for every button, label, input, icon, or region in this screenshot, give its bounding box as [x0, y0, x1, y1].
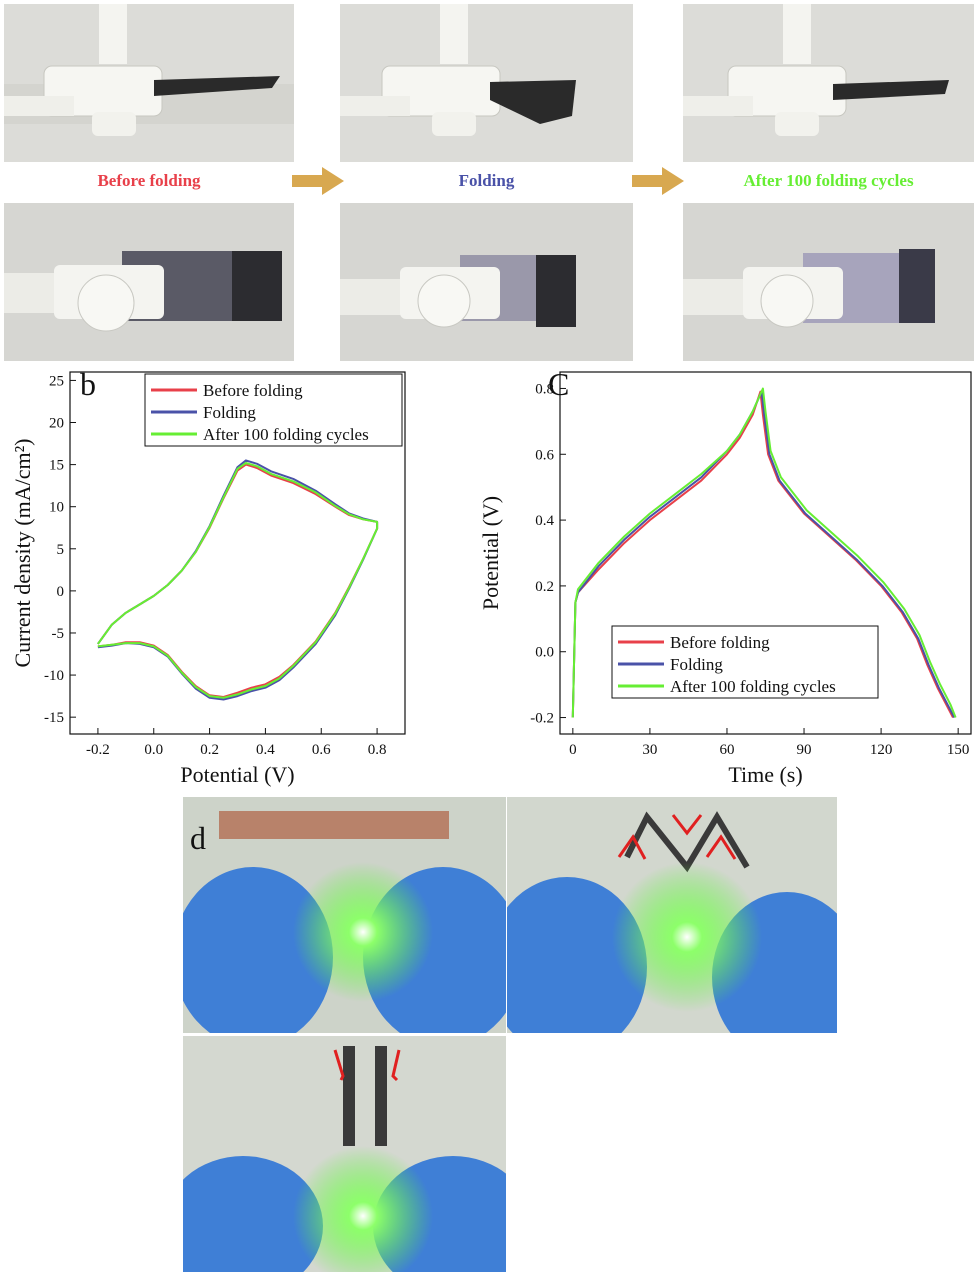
led-bent-image [507, 797, 837, 1033]
y-tick-label: -5 [52, 626, 65, 642]
y-axis-label: Potential (V) [478, 496, 503, 610]
series-line [97, 461, 379, 699]
y-tick-label: 10 [49, 500, 64, 516]
plot-frame [69, 371, 406, 735]
y-tick-label: -10 [44, 668, 64, 684]
y-tick-label: -0.2 [530, 711, 554, 727]
led-flat-image [183, 797, 506, 1033]
clamp-top-view-image [683, 203, 974, 361]
legend-label: Before folding [670, 633, 770, 652]
x-tick-label: 0 [569, 742, 577, 758]
y-tick-label: 0 [57, 584, 65, 600]
x-tick-label: 0.4 [256, 742, 275, 758]
photo-led-flat [183, 797, 506, 1033]
x-tick-label: 150 [947, 742, 970, 758]
x-tick-label: 120 [870, 742, 893, 758]
x-axis-label: Time (s) [728, 762, 802, 787]
photo-side-after [683, 4, 974, 162]
clamp-side-view-image [683, 4, 974, 162]
y-axis-label: Current density (mA/cm²) [10, 439, 35, 668]
series-line [97, 459, 379, 701]
clamp-top-view-image [340, 203, 633, 361]
caption-before-folding: Before folding [97, 171, 201, 190]
photo-top-folding [340, 203, 633, 361]
y-tick-label: 0.4 [535, 513, 554, 529]
series-line [571, 390, 954, 718]
caption-folding: Folding [458, 171, 515, 190]
panel-d-label: d [190, 820, 206, 856]
y-tick-label: 15 [49, 458, 64, 474]
gcd-chart: 0 30 60 90 120 150 -0.2 0.0 0.2 0.4 0.6 0.8 Time (s)… [478, 371, 972, 787]
y-tick-label: -15 [44, 710, 64, 726]
caption-after-folding-cycles: After 100 folding cycles [743, 171, 914, 190]
photo-led-bent [507, 797, 837, 1033]
y-tick-label: 25 [49, 373, 64, 389]
x-tick-label: 0.6 [312, 742, 331, 758]
legend-label: Folding [203, 403, 256, 422]
legend-label: Before folding [203, 381, 303, 400]
y-tick-label: 0.2 [535, 579, 554, 595]
photo-side-before [4, 4, 294, 162]
panel-b-label: b [80, 366, 96, 402]
cv-chart: -0.2 0.0 0.2 0.4 0.6 0.8 -15 -10 -5 0 5 10 15 20 25 Pot… [10, 371, 406, 787]
legend-label: After 100 folding cycles [670, 677, 836, 696]
y-tick-label: 20 [49, 416, 64, 432]
right-arrow-icon [292, 167, 344, 195]
photo-led-folded [183, 1036, 506, 1272]
right-arrow-icon [632, 167, 684, 195]
photo-top-after [683, 203, 974, 361]
plot-frame [559, 371, 972, 735]
x-axis-label: Potential (V) [180, 762, 294, 787]
x-tick-label: 30 [642, 742, 657, 758]
clamp-side-view-image [340, 4, 633, 162]
x-tick-label: 60 [719, 742, 734, 758]
x-tick-label: 0.0 [144, 742, 163, 758]
series-line [571, 387, 957, 718]
legend-label: Folding [670, 655, 723, 674]
legend-label: After 100 folding cycles [203, 425, 369, 444]
series-line [571, 390, 956, 718]
y-tick-label: 0.8 [535, 381, 554, 397]
photo-top-before [4, 203, 294, 361]
clamp-top-view-image [4, 203, 294, 361]
y-tick-label: 0.0 [535, 645, 554, 661]
x-tick-label: 0.8 [368, 742, 387, 758]
photo-side-folding [340, 4, 633, 162]
led-folded-image [183, 1036, 506, 1272]
series-line [97, 463, 379, 698]
x-tick-label: -0.2 [86, 742, 110, 758]
y-tick-label: 5 [57, 542, 65, 558]
x-tick-label: 90 [797, 742, 812, 758]
y-tick-label: 0.6 [535, 447, 554, 463]
x-tick-label: 0.2 [200, 742, 219, 758]
panel-c-label: C [548, 366, 570, 402]
clamp-side-view-image [4, 4, 294, 162]
